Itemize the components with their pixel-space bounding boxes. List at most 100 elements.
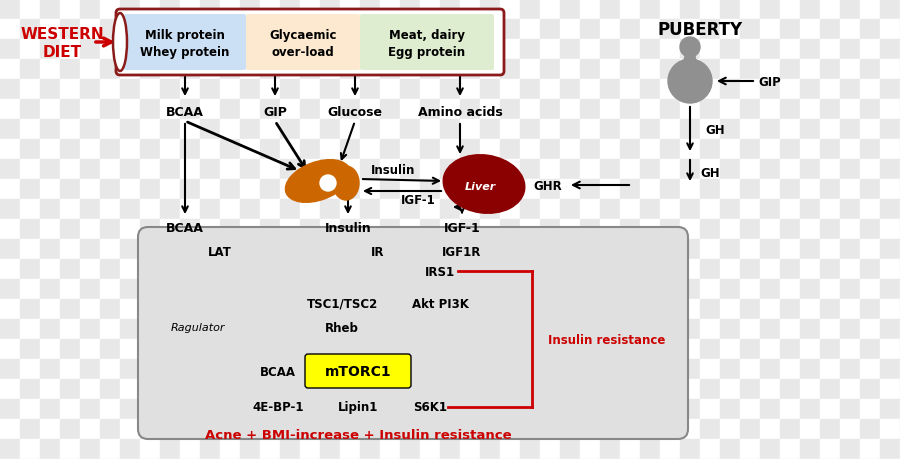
Bar xyxy=(520,219,540,240)
Bar xyxy=(20,359,40,379)
Bar xyxy=(680,40,700,60)
Bar xyxy=(220,140,240,160)
Bar xyxy=(680,280,700,299)
Bar xyxy=(440,100,460,120)
Bar xyxy=(660,219,680,240)
Bar xyxy=(180,419,200,439)
Bar xyxy=(720,200,740,219)
Text: over-load: over-load xyxy=(272,45,335,58)
Bar xyxy=(680,219,700,240)
Bar xyxy=(340,80,360,100)
Bar xyxy=(160,80,180,100)
Bar xyxy=(760,0,780,20)
Bar xyxy=(480,120,500,140)
Bar xyxy=(740,60,760,80)
Bar xyxy=(60,259,80,280)
Bar xyxy=(280,280,300,299)
Bar xyxy=(640,240,660,259)
Bar xyxy=(780,259,800,280)
Bar xyxy=(180,179,200,200)
Bar xyxy=(840,240,860,259)
Bar xyxy=(620,240,640,259)
Bar xyxy=(140,379,160,399)
Bar xyxy=(840,160,860,179)
Bar xyxy=(560,359,580,379)
Bar xyxy=(400,40,420,60)
Bar xyxy=(780,200,800,219)
Bar xyxy=(160,359,180,379)
Bar xyxy=(200,379,220,399)
Bar xyxy=(540,160,560,179)
Bar xyxy=(480,140,500,160)
Bar xyxy=(560,219,580,240)
Bar xyxy=(480,359,500,379)
Bar xyxy=(260,160,280,179)
Bar xyxy=(460,40,480,60)
Bar xyxy=(480,219,500,240)
Bar xyxy=(340,60,360,80)
Ellipse shape xyxy=(285,160,351,203)
Bar xyxy=(420,40,440,60)
Text: WESTERN: WESTERN xyxy=(20,27,104,41)
Bar xyxy=(680,399,700,419)
Bar xyxy=(420,200,440,219)
Bar xyxy=(500,439,520,459)
Bar xyxy=(500,200,520,219)
Bar xyxy=(420,219,440,240)
Bar xyxy=(80,140,100,160)
Bar xyxy=(500,80,520,100)
Bar xyxy=(40,200,60,219)
Text: Egg protein: Egg protein xyxy=(389,45,465,58)
Bar xyxy=(340,0,360,20)
Bar xyxy=(820,80,840,100)
Bar xyxy=(760,200,780,219)
Bar xyxy=(460,219,480,240)
Bar xyxy=(220,160,240,179)
Bar xyxy=(240,160,260,179)
Bar xyxy=(480,399,500,419)
Bar xyxy=(200,419,220,439)
Bar xyxy=(740,419,760,439)
Bar xyxy=(280,200,300,219)
Bar xyxy=(740,80,760,100)
Bar xyxy=(320,60,340,80)
Bar xyxy=(40,40,60,60)
Bar xyxy=(500,399,520,419)
Bar xyxy=(340,339,360,359)
Bar xyxy=(880,140,900,160)
Bar xyxy=(160,140,180,160)
Bar xyxy=(720,100,740,120)
Bar xyxy=(800,399,820,419)
Bar xyxy=(40,80,60,100)
Bar xyxy=(820,0,840,20)
Bar xyxy=(540,280,560,299)
Bar xyxy=(780,359,800,379)
Bar xyxy=(360,140,380,160)
Bar xyxy=(180,219,200,240)
Bar xyxy=(360,379,380,399)
Bar xyxy=(540,60,560,80)
Bar xyxy=(800,219,820,240)
Bar xyxy=(580,319,600,339)
Bar xyxy=(660,299,680,319)
FancyBboxPatch shape xyxy=(305,354,411,388)
Bar xyxy=(260,399,280,419)
Bar xyxy=(20,120,40,140)
Bar xyxy=(840,219,860,240)
Bar xyxy=(640,319,660,339)
Bar xyxy=(440,140,460,160)
Bar xyxy=(600,419,620,439)
Bar xyxy=(420,399,440,419)
Bar xyxy=(520,359,540,379)
Bar xyxy=(60,379,80,399)
Bar xyxy=(820,140,840,160)
Bar xyxy=(100,40,120,60)
Bar xyxy=(0,359,20,379)
Bar xyxy=(700,259,720,280)
Bar xyxy=(840,40,860,60)
FancyBboxPatch shape xyxy=(116,10,504,76)
Bar xyxy=(440,20,460,40)
Bar xyxy=(560,100,580,120)
Bar xyxy=(60,359,80,379)
Bar xyxy=(860,399,880,419)
